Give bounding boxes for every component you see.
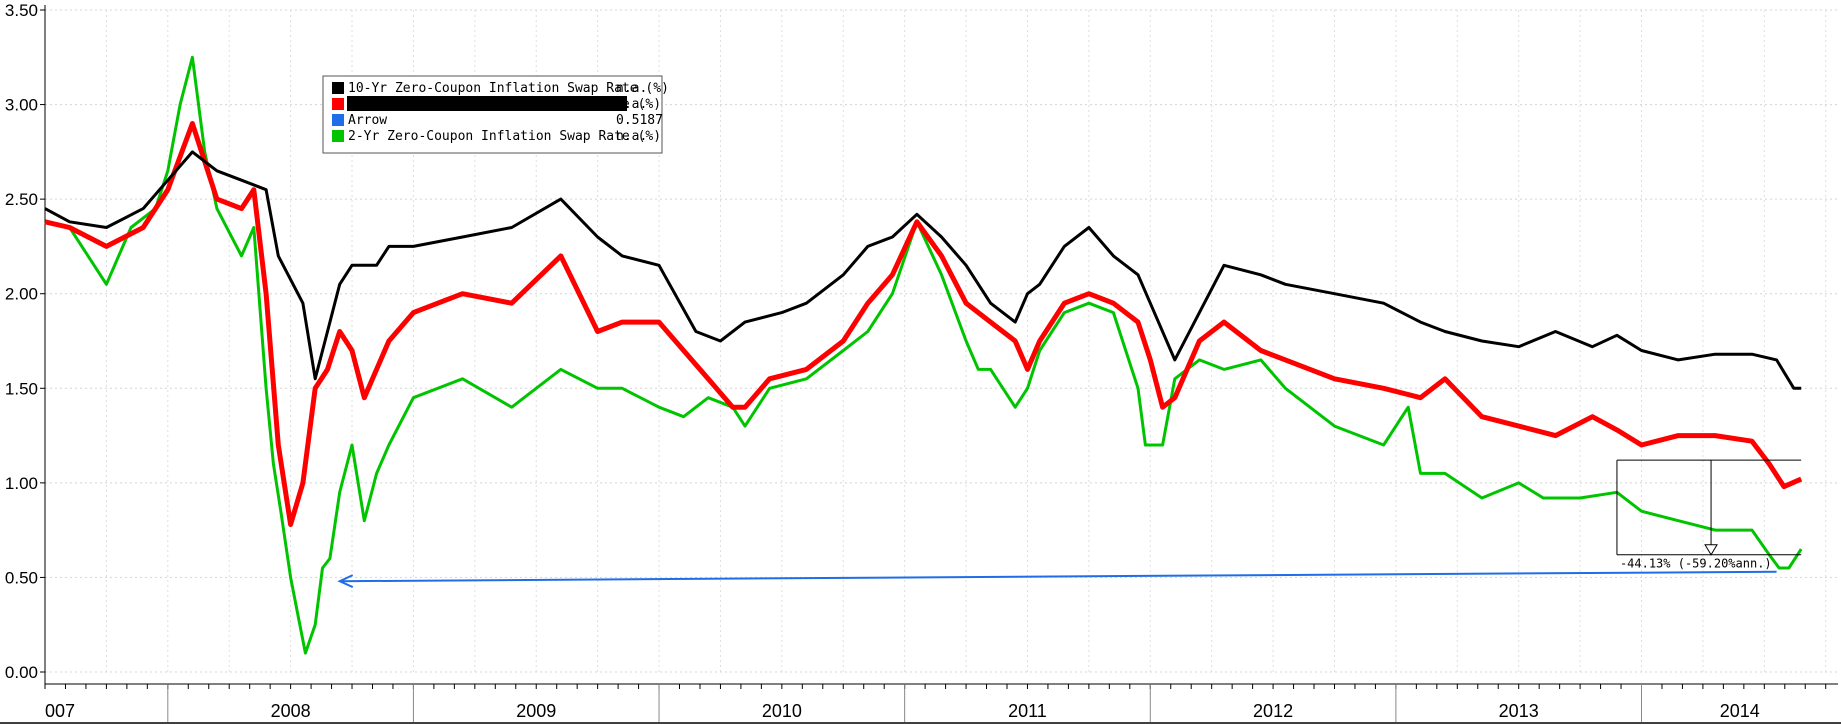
x-year-label: 007 — [45, 701, 75, 721]
legend-series-value: n.a. — [616, 81, 647, 96]
legend-series-value: n.a. — [616, 129, 647, 144]
x-year-label: 2008 — [271, 701, 311, 721]
legend-series-name[interactable]: 2-Yr Zero-Coupon Inflation Swap Rate (%) — [348, 129, 661, 144]
annotation-layer: -44.13% (-59.20%ann.) — [1616, 459, 1802, 571]
legend[interactable]: 10-Yr Zero-Coupon Inflation Swap Rate (%… — [322, 75, 669, 154]
arrow-head — [337, 574, 354, 589]
legend-series-value: 0.5187 — [616, 113, 663, 128]
series-line-3 — [44, 55, 1803, 655]
y-tick-label: 1.50 — [5, 379, 38, 398]
y-tick-label: 1.00 — [5, 474, 38, 493]
x-year-label: 2011 — [1008, 701, 1047, 721]
legend-series-name[interactable]: 5-Yr Zero-Coupon Inflation Swap Rate (%) — [348, 97, 661, 112]
series-line-1 — [44, 121, 1803, 527]
y-tick-label: 0.00 — [5, 663, 38, 682]
legend-box — [322, 75, 663, 154]
series-line-0 — [44, 150, 1802, 390]
measure-arrow-head — [1704, 544, 1718, 556]
grid — [45, 9, 1838, 673]
y-tick-label: 3.50 — [5, 1, 38, 20]
legend-highlight — [347, 96, 627, 111]
legend-swatch — [332, 130, 344, 142]
legend-swatch — [332, 114, 344, 126]
x-year-label: 2010 — [762, 701, 802, 721]
legend-series-name[interactable]: 10-Yr Zero-Coupon Inflation Swap Rate (%… — [348, 81, 669, 96]
y-tick-label: 3.00 — [5, 96, 38, 115]
series-layer — [44, 55, 1803, 655]
legend-swatch — [332, 82, 344, 94]
measure-label: -44.13% (-59.20%ann.) — [1620, 557, 1772, 571]
y-tick-label: 0.50 — [5, 568, 38, 587]
x-year-label: 2014 — [1720, 701, 1760, 721]
legend-series-name[interactable]: Arrow — [348, 113, 387, 128]
y-tick-label: 2.00 — [5, 285, 38, 304]
x-year-label: 2012 — [1253, 701, 1293, 721]
x-year-label: 2013 — [1499, 701, 1539, 721]
x-year-label: 2009 — [516, 701, 556, 721]
arrow-line — [339, 570, 1777, 583]
y-tick-label: 2.50 — [5, 190, 38, 209]
legend-swatch — [332, 98, 344, 110]
legend-series-value: n.a. — [616, 97, 647, 112]
